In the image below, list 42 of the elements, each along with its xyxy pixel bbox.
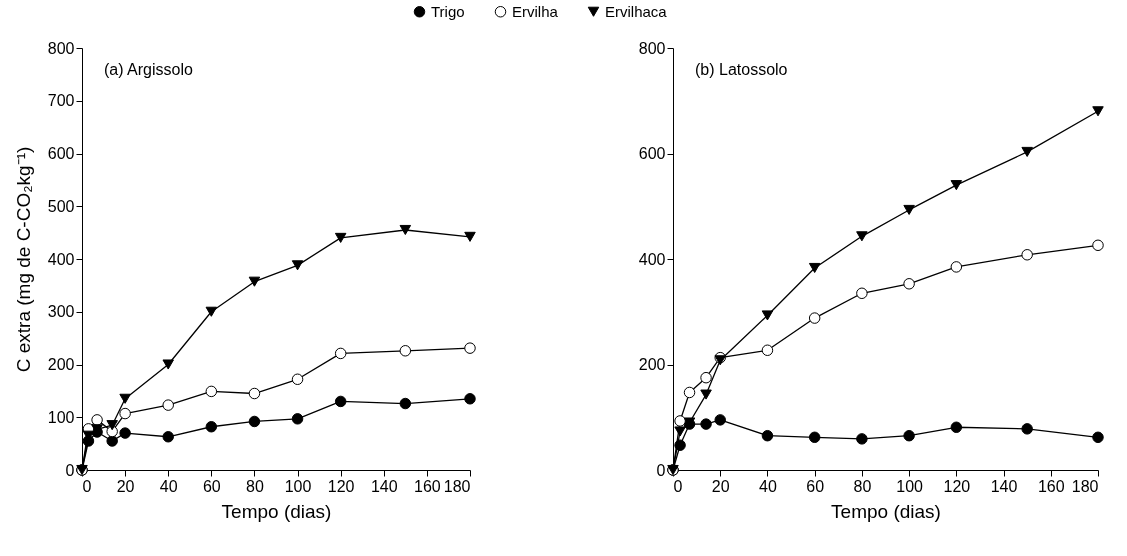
x-tick-label: 40 — [759, 477, 777, 495]
y-tick-label: 600 — [47, 145, 75, 162]
text: (a) Argissolo — [104, 61, 194, 78]
x-axis-title: Tempo (dias) — [221, 500, 332, 522]
y-tick-label: 500 — [47, 197, 75, 215]
x-tick-label: 100 — [896, 477, 924, 495]
y-tick-label: 400 — [638, 250, 666, 268]
x-tick-label: 0 — [673, 477, 683, 495]
text: (b) Latossolo — [695, 61, 788, 78]
x-tick-label: 160 — [414, 477, 441, 495]
x-tick-label: 80 — [246, 477, 264, 495]
x-tick-label: 120 — [943, 477, 971, 495]
x-tick-label: 180 — [1071, 477, 1099, 495]
y-tick-label: 600 — [638, 145, 666, 162]
x-tick-label: 160 — [1037, 477, 1065, 495]
x-tick-label: 0 — [82, 477, 92, 495]
y-tick-label: 700 — [47, 92, 75, 110]
x-axis-title: Tempo (dias) — [831, 500, 941, 522]
x-tick-label: 40 — [159, 477, 178, 495]
x-tick-label: 140 — [990, 477, 1018, 495]
x-tick-label: 80 — [853, 477, 872, 495]
x-tick-label: 180 — [443, 477, 471, 495]
x-tick-label: 100 — [284, 477, 312, 495]
y-tick-label: 0 — [656, 461, 666, 479]
y-tick-label: 100 — [47, 408, 75, 426]
y-axis-title: C extra (mg de C-CO₂kg⁻¹) — [12, 146, 34, 373]
y-tick-label: 200 — [47, 356, 75, 373]
x-tick-label: 20 — [711, 477, 730, 495]
y-tick-label: 400 — [47, 250, 75, 268]
x-tick-label: 20 — [116, 477, 135, 495]
x-tick-label: 60 — [806, 477, 825, 495]
y-tick-label: 300 — [47, 303, 75, 321]
y-tick-label: 800 — [638, 39, 666, 57]
legend-label: Ervilha — [512, 2, 559, 20]
x-tick-label: 120 — [327, 477, 355, 495]
legend-label: Trigo — [431, 2, 465, 20]
legend-label: Ervilhaca — [605, 2, 668, 20]
x-tick-label: 60 — [202, 477, 221, 495]
y-tick-label: 800 — [47, 39, 75, 57]
x-tick-label: 140 — [370, 477, 398, 495]
y-tick-label: 0 — [65, 461, 75, 479]
y-tick-label: 200 — [638, 356, 666, 373]
